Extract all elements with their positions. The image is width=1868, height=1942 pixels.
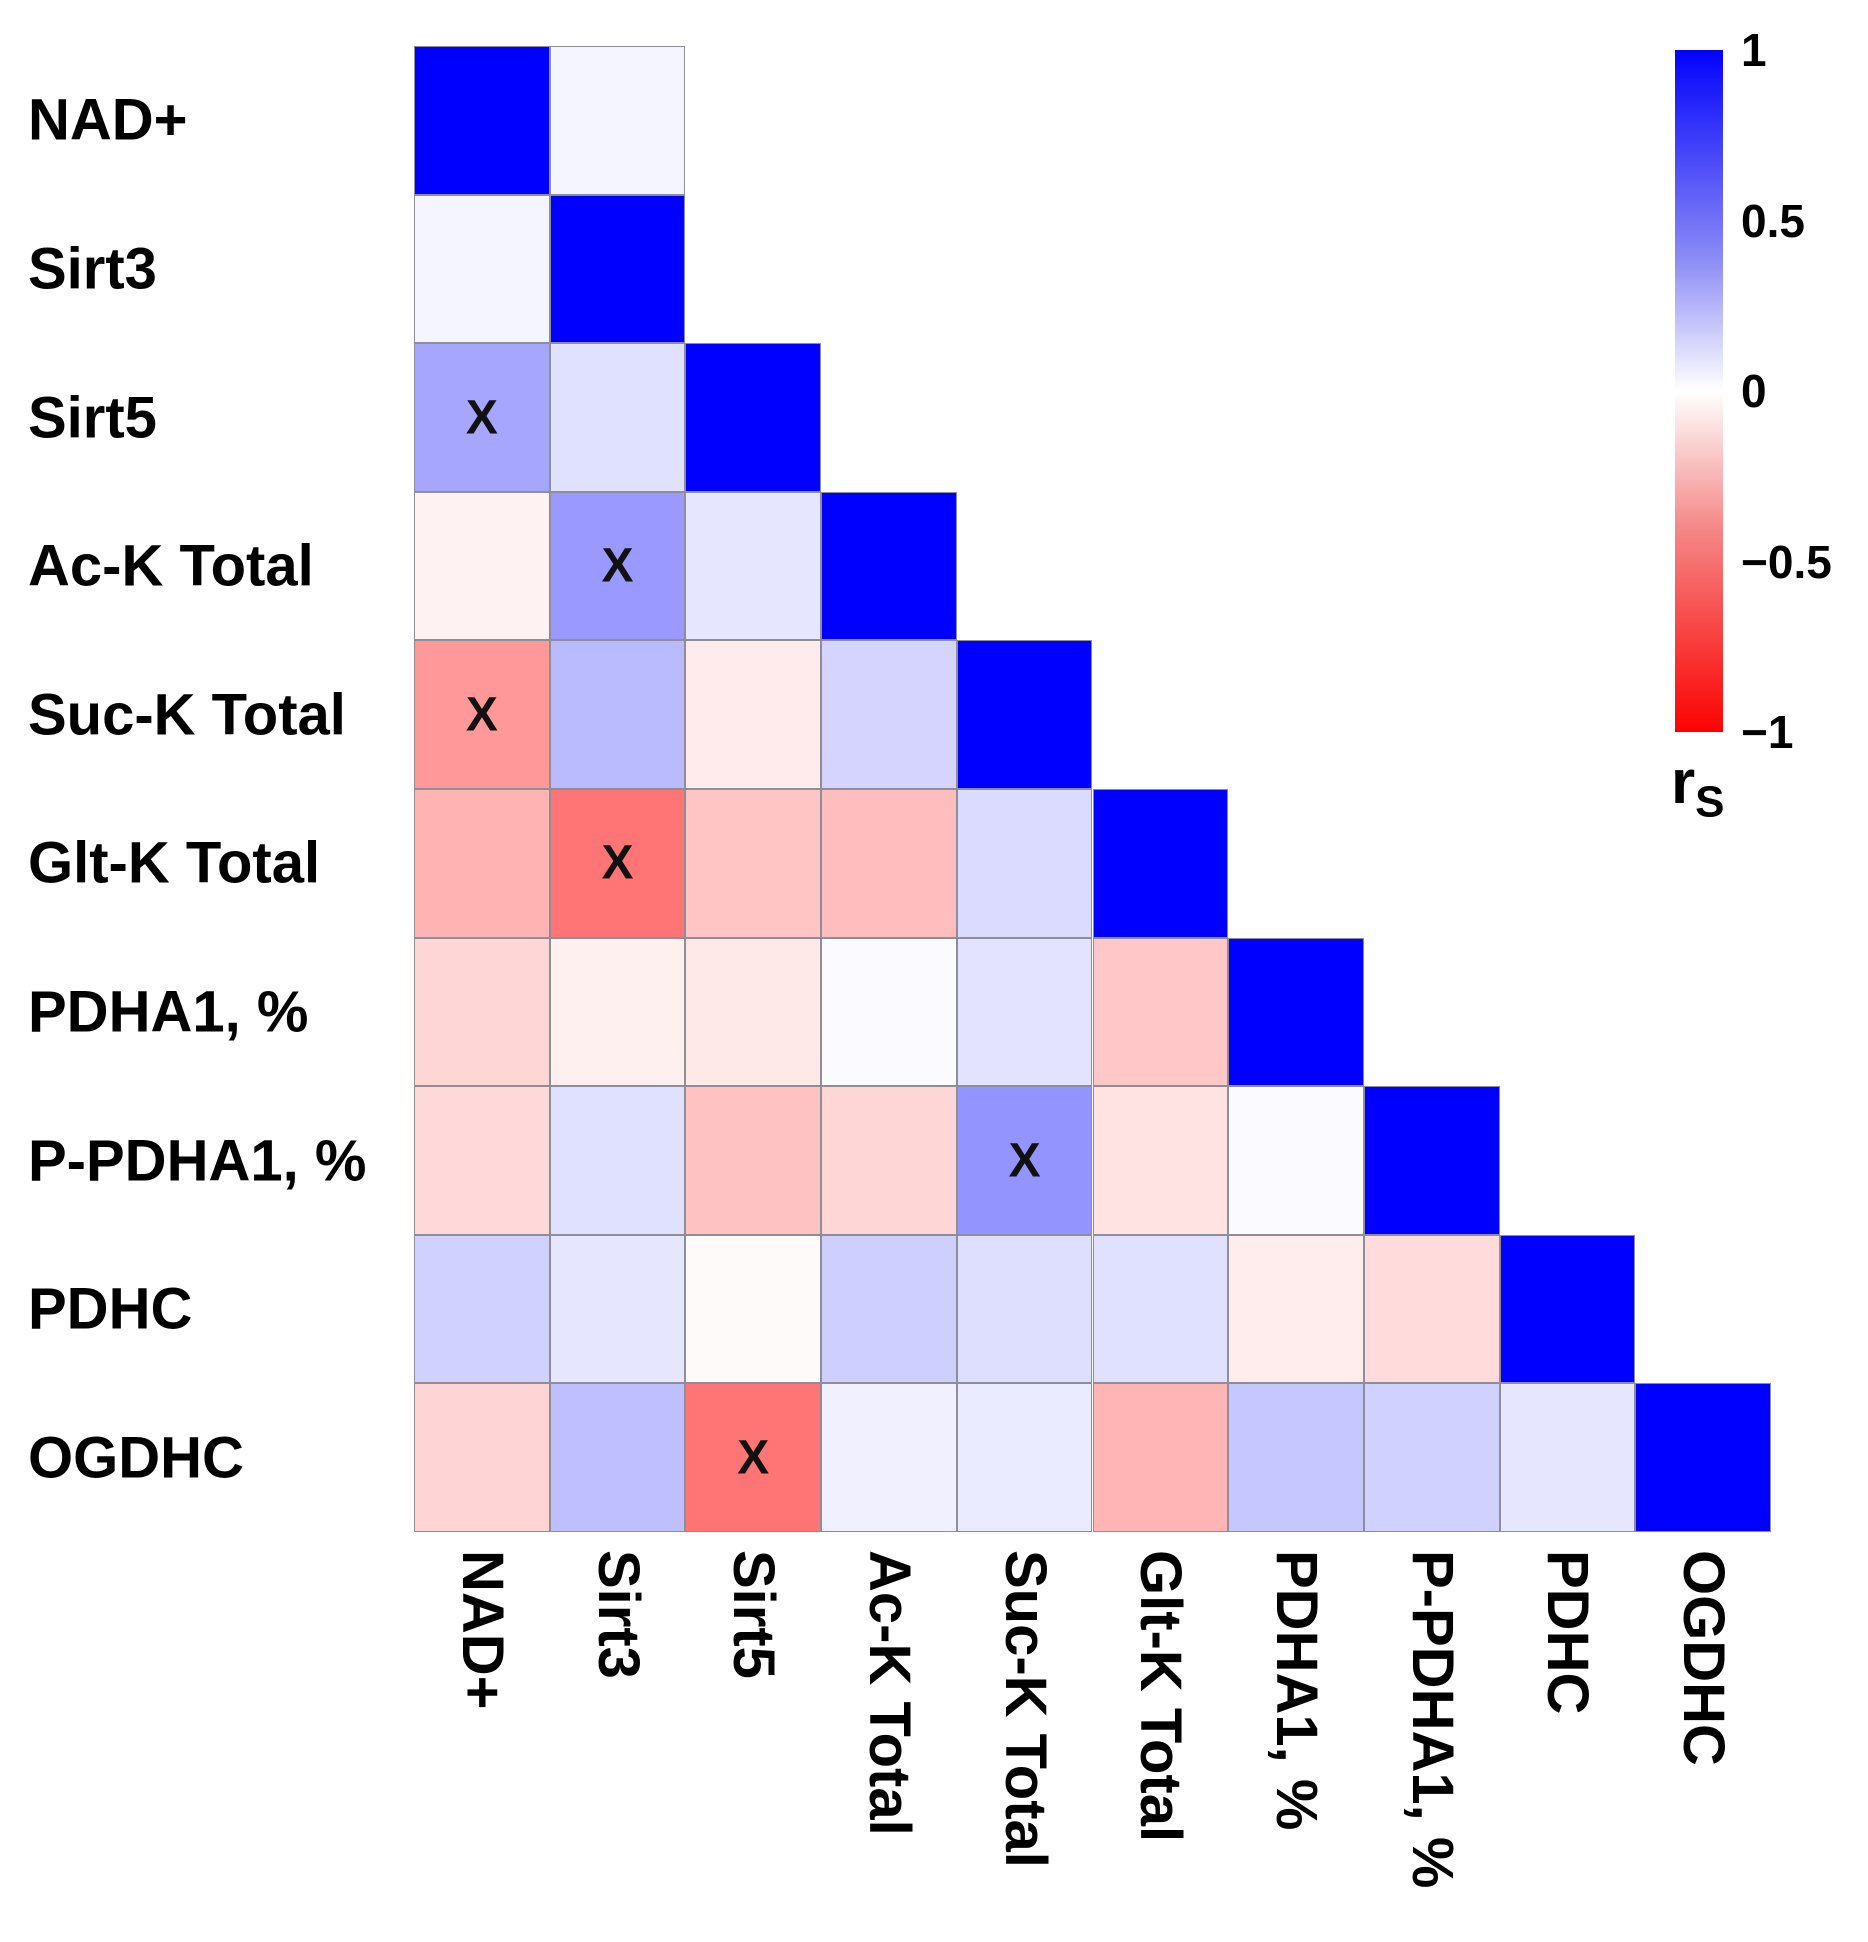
row-label-7: PDHA1, % bbox=[28, 979, 309, 1045]
heatmap-cell-PDHA1, %-x-Sirt3 bbox=[549, 937, 686, 1087]
heatmap-cell-OGDHC-x-Ac-K Total bbox=[821, 1383, 957, 1532]
heatmap-cell-PDHA1, %-x-Suc-K Total bbox=[956, 937, 1093, 1087]
row-label-1: NAD+ bbox=[28, 87, 188, 153]
heatmap-cell-PDHC-x-Sirt5 bbox=[685, 1234, 822, 1384]
heatmap-cell-PDHC-x-Glt-K Total bbox=[1092, 1234, 1229, 1384]
heatmap-cell-OGDHC-x-P-PDHA1, % bbox=[1363, 1383, 1500, 1532]
colorbar-title-subscript: S bbox=[1695, 777, 1725, 827]
heatmap-cell-P-PDHA1, %-x-PDHA1, % bbox=[1228, 1086, 1364, 1235]
row-label-8: P-PDHA1, % bbox=[28, 1128, 367, 1193]
row-label-4: Ac-K Total bbox=[28, 533, 314, 599]
heatmap-cell-Glt-K Total-x-Ac-K Total bbox=[821, 789, 957, 938]
row-label-6: Glt-K Total bbox=[28, 830, 321, 896]
heatmap-cell-PDHA1, %-x-Glt-K Total bbox=[1092, 937, 1229, 1087]
column-label-3: Sirt5 bbox=[721, 1550, 787, 1679]
heatmap-cell-Suc-K Total-x-NAD+ bbox=[414, 640, 550, 789]
column-label-10: OGDHC bbox=[1671, 1550, 1737, 1766]
colorbar-title: rS bbox=[1671, 752, 1725, 824]
heatmap-cell-OGDHC-x-NAD+ bbox=[414, 1383, 550, 1532]
heatmap-cell-PDHA1, %-x-PDHA1, % bbox=[1228, 937, 1364, 1087]
heatmap-cell-P-PDHA1, %-x-P-PDHA1, % bbox=[1363, 1086, 1500, 1235]
heatmap-cell-Glt-K Total-x-Sirt3 bbox=[549, 789, 686, 938]
heatmap-cell-P-PDHA1, %-x-Sirt5 bbox=[685, 1086, 822, 1235]
column-label-7: PDHA1, % bbox=[1264, 1550, 1330, 1831]
heatmap-cell-Sirt5-x-Sirt3 bbox=[549, 343, 686, 492]
heatmap-cell-Ac-K Total-x-NAD+ bbox=[414, 491, 550, 641]
significance-x-mark: X bbox=[465, 688, 498, 742]
heatmap-cell-Sirt5-x-NAD+ bbox=[414, 343, 550, 492]
significance-x-mark: X bbox=[737, 1431, 770, 1485]
row-label-5: Suc-K Total bbox=[28, 682, 346, 748]
heatmap-cell-PDHC-x-Ac-K Total bbox=[821, 1234, 957, 1384]
heatmap-cell-OGDHC-x-Glt-K Total bbox=[1092, 1383, 1229, 1532]
colorbar-tick-0: 0 bbox=[1741, 365, 1767, 417]
colorbar-tick--0.5: −0.5 bbox=[1741, 535, 1832, 588]
heatmap-cell-Sirt3-x-NAD+ bbox=[414, 194, 550, 344]
column-label-6: Glt-K Total bbox=[1128, 1550, 1194, 1843]
row-label-2: Sirt3 bbox=[28, 236, 157, 302]
heatmap-cell-OGDHC-x-PDHA1, % bbox=[1228, 1383, 1364, 1532]
significance-x-mark: X bbox=[465, 391, 498, 444]
heatmap-cell-PDHC-x-P-PDHA1, % bbox=[1363, 1234, 1500, 1384]
colorbar-tick-1: 1 bbox=[1741, 24, 1767, 76]
heatmap-cell-Glt-K Total-x-Suc-K Total bbox=[956, 789, 1093, 938]
heatmap-cell-Suc-K Total-x-Ac-K Total bbox=[821, 640, 957, 789]
heatmap-cell-PDHC-x-PDHC bbox=[1499, 1234, 1636, 1384]
heatmap-cell-Suc-K Total-x-Sirt5 bbox=[685, 640, 822, 789]
heatmap-cell-Sirt5-x-Sirt5 bbox=[685, 343, 822, 492]
heatmap-cell-OGDHC-x-OGDHC bbox=[1635, 1383, 1771, 1532]
heatmap-cell-P-PDHA1, %-x-Suc-K Total bbox=[956, 1086, 1093, 1235]
column-label-2: Sirt3 bbox=[585, 1550, 651, 1679]
significance-x-mark: X bbox=[1008, 1134, 1041, 1187]
row-label-3: Sirt5 bbox=[28, 385, 157, 450]
colorbar-gradient bbox=[1675, 50, 1723, 732]
heatmap-cell-Glt-K Total-x-Glt-K Total bbox=[1092, 789, 1229, 938]
heatmap-cell-P-PDHA1, %-x-Sirt3 bbox=[549, 1086, 686, 1235]
heatmap-cell-PDHC-x-PDHA1, % bbox=[1228, 1234, 1364, 1384]
colorbar-title-main: r bbox=[1671, 748, 1696, 817]
column-label-9: PDHC bbox=[1535, 1550, 1601, 1715]
heatmap-cell-NAD+-x-Sirt3 bbox=[549, 46, 686, 195]
column-label-4: Ac-K Total bbox=[856, 1550, 922, 1836]
heatmap-cell-P-PDHA1, %-x-Ac-K Total bbox=[821, 1086, 957, 1235]
heatmap-cell-OGDHC-x-Sirt3 bbox=[549, 1383, 686, 1532]
row-label-9: PDHC bbox=[28, 1276, 193, 1342]
significance-x-mark: X bbox=[601, 539, 634, 593]
heatmap-cell-NAD+-x-NAD+ bbox=[414, 46, 550, 195]
heatmap-cell-OGDHC-x-Sirt5 bbox=[685, 1383, 822, 1532]
colorbar-tick--1: −1 bbox=[1741, 706, 1794, 758]
colorbar-tick-0.5: 0.5 bbox=[1741, 194, 1805, 247]
heatmap-cell-Sirt3-x-Sirt3 bbox=[549, 194, 686, 344]
heatmap-cell-Glt-K Total-x-NAD+ bbox=[414, 789, 550, 938]
column-label-5: Suc-K Total bbox=[992, 1550, 1058, 1868]
heatmap-cell-PDHC-x-Sirt3 bbox=[549, 1234, 686, 1384]
heatmap-cell-P-PDHA1, %-x-Glt-K Total bbox=[1092, 1086, 1229, 1235]
significance-x-mark: X bbox=[601, 836, 634, 890]
heatmap-cell-Glt-K Total-x-Sirt5 bbox=[685, 789, 822, 938]
heatmap-cell-OGDHC-x-Suc-K Total bbox=[956, 1383, 1093, 1532]
column-label-1: NAD+ bbox=[449, 1550, 515, 1710]
column-label-8: P-PDHA1, % bbox=[1399, 1550, 1465, 1889]
heatmap-cell-PDHC-x-Suc-K Total bbox=[956, 1234, 1093, 1384]
heatmap-cell-Ac-K Total-x-Sirt3 bbox=[549, 491, 686, 641]
heatmap-cell-PDHC-x-NAD+ bbox=[414, 1234, 550, 1384]
row-label-10: OGDHC bbox=[28, 1425, 244, 1491]
heatmap-cell-OGDHC-x-PDHC bbox=[1499, 1383, 1636, 1532]
heatmap-cell-Suc-K Total-x-Sirt3 bbox=[549, 640, 686, 789]
heatmap-cell-P-PDHA1, %-x-NAD+ bbox=[414, 1086, 550, 1235]
heatmap-cell-Ac-K Total-x-Ac-K Total bbox=[821, 491, 957, 641]
heatmap-cell-Ac-K Total-x-Sirt5 bbox=[685, 491, 822, 641]
heatmap-cell-PDHA1, %-x-NAD+ bbox=[414, 937, 550, 1087]
heatmap-cell-PDHA1, %-x-Ac-K Total bbox=[821, 937, 957, 1087]
heatmap-cell-PDHA1, %-x-Sirt5 bbox=[685, 937, 822, 1087]
heatmap-cell-Suc-K Total-x-Suc-K Total bbox=[956, 640, 1093, 789]
